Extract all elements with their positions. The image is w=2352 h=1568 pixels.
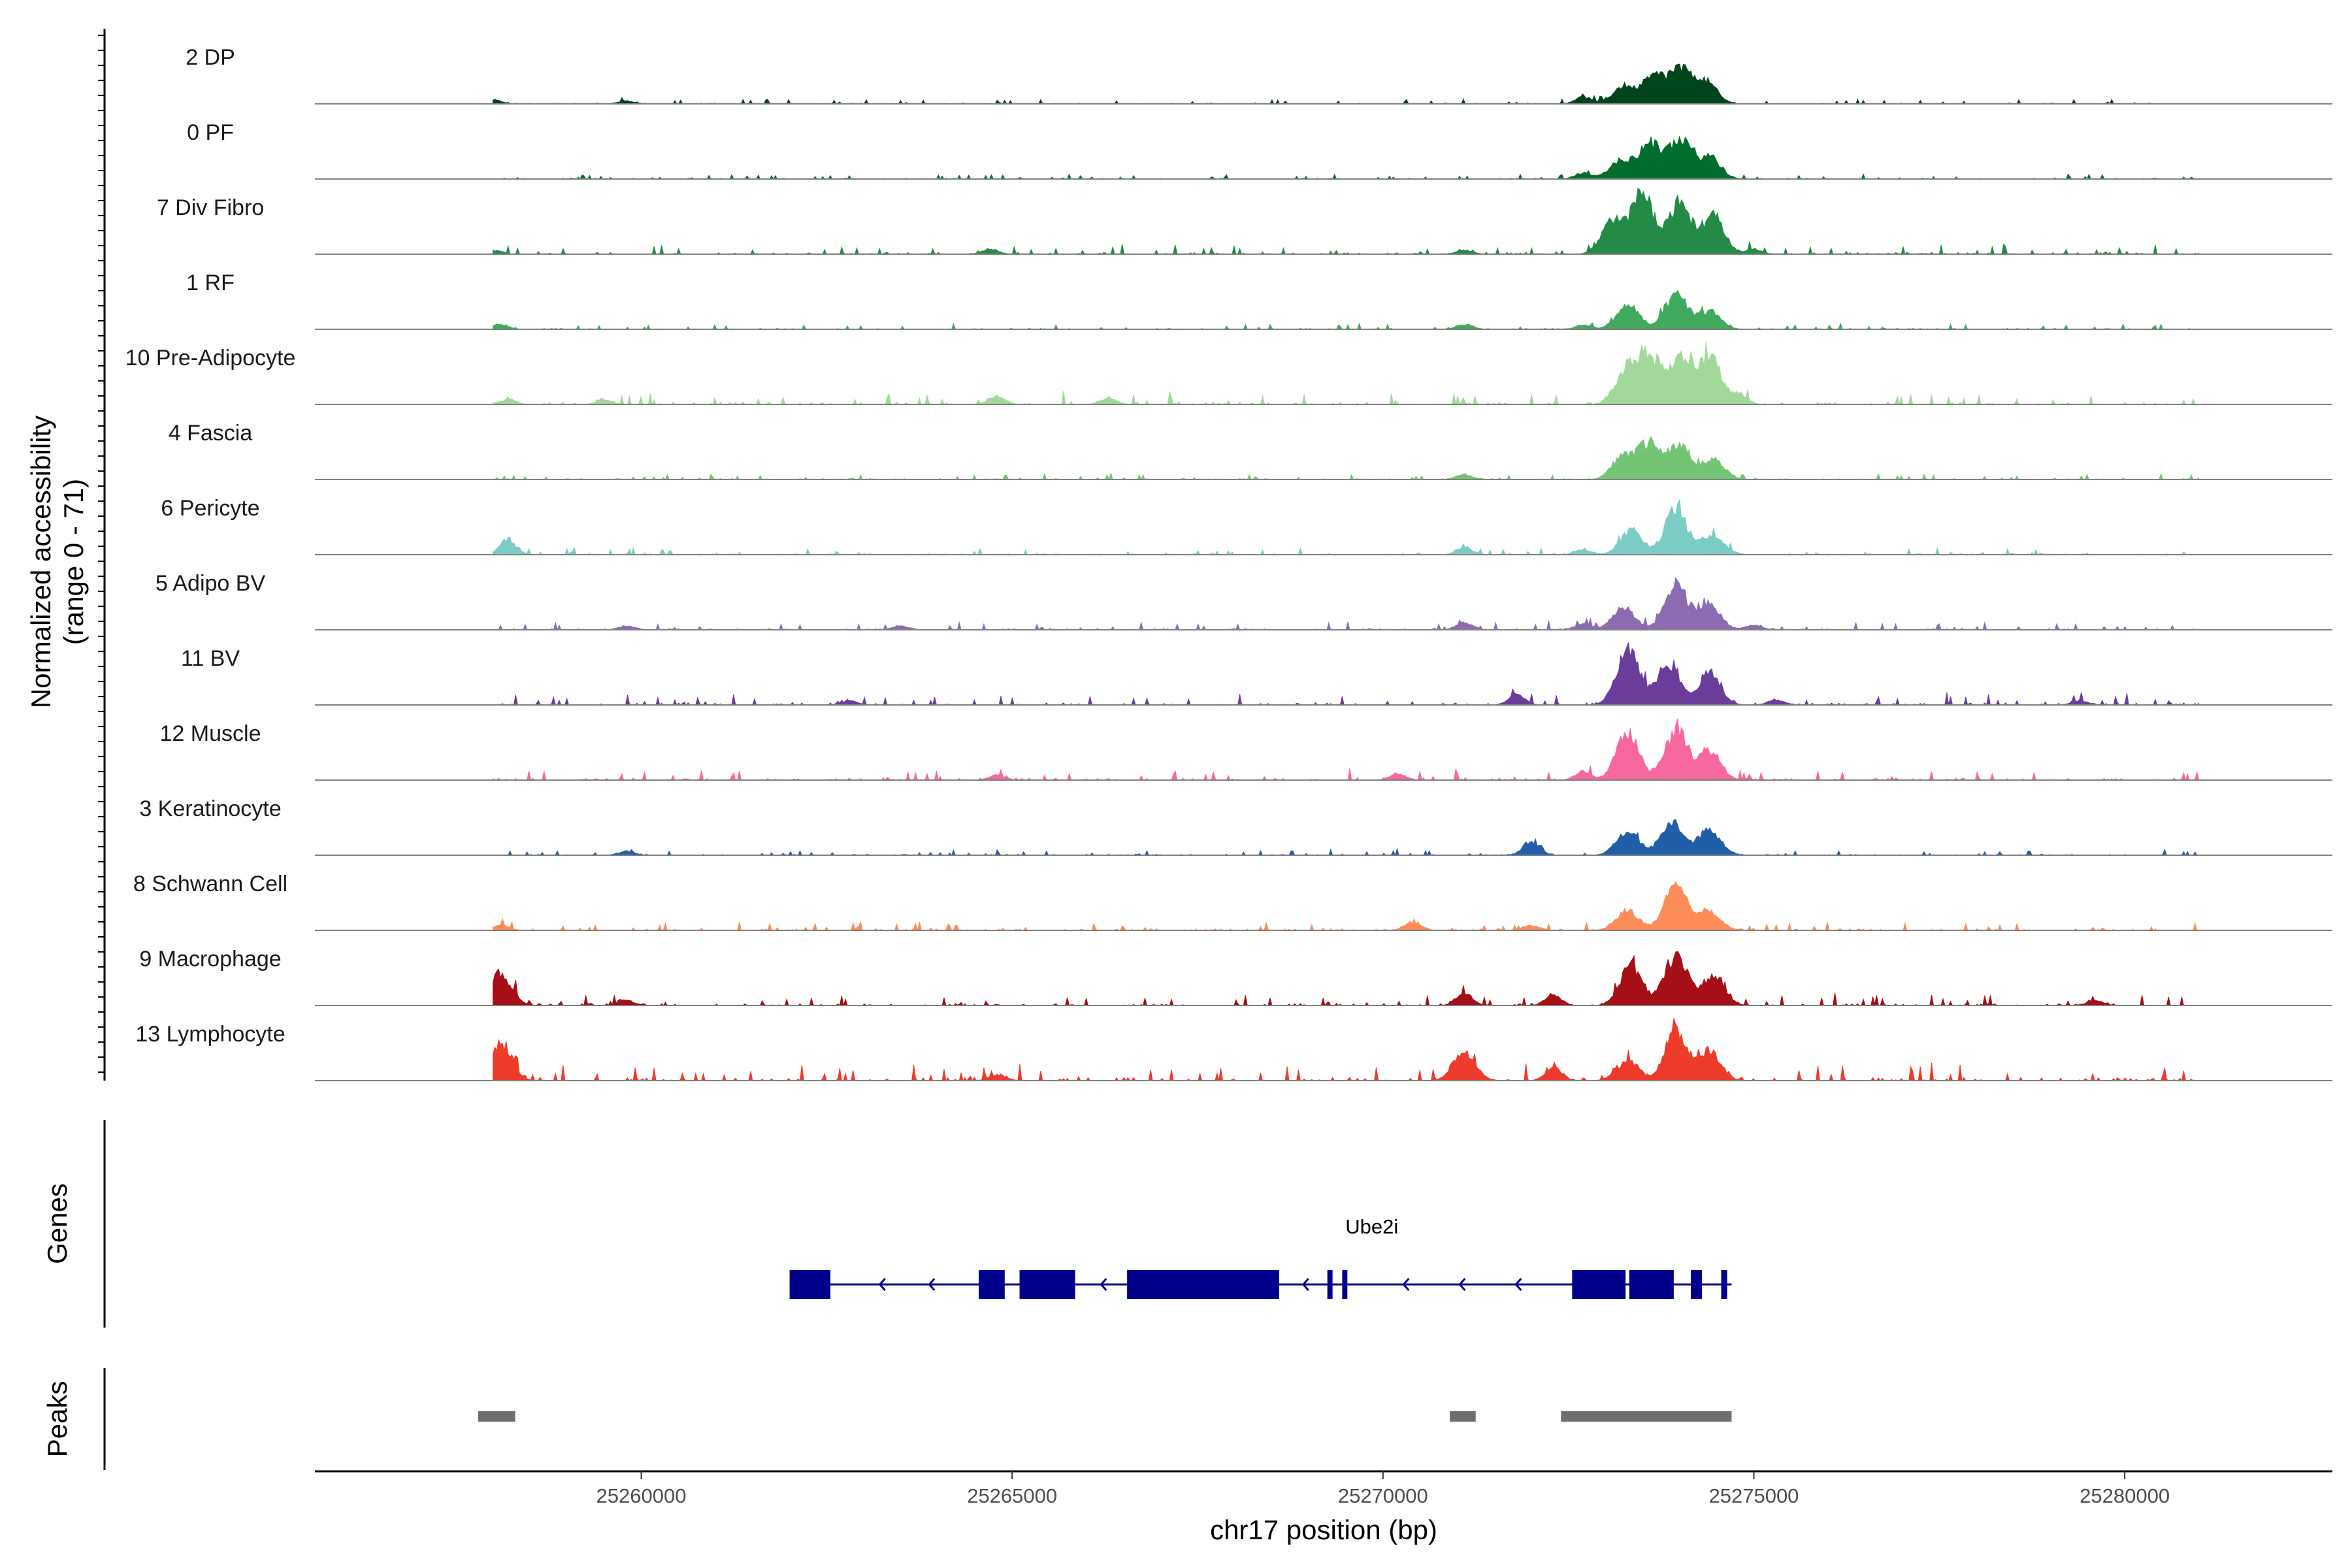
tracks-group: 2 DP 0 PF 7 Div Fibro 1 RF 10 Pre-Adipocyte 4… [125,45,2332,1082]
exon [1629,1270,1674,1299]
genes-track-title: Genes [42,1183,73,1264]
track-12-muscle: 12 Muscle [160,718,2332,781]
track-label: 11 BV [181,646,240,671]
track-label: 9 Macrophage [139,947,281,972]
x-tick-label: 25270000 [1338,1484,1428,1507]
coverage-area [493,819,2199,857]
exon [979,1270,1005,1299]
track-label: 10 Pre-Adipocyte [125,346,296,370]
x-tick-label: 25280000 [2080,1484,2170,1507]
strand-arrow [1514,1278,1522,1291]
coverage-area [493,436,2200,481]
peaks-track-title: Peaks [42,1381,73,1458]
exon [789,1270,831,1299]
peak-region [1450,1411,1476,1422]
strand-arrow [878,1278,886,1291]
track-13-lymphocyte: 13 Lymphocyte [135,1018,2332,1082]
track-11-bv: 11 BV [181,642,2332,706]
track-label: 7 Div Fibro [157,195,264,220]
coverage-area [493,135,2199,180]
strand-arrow [1402,1278,1410,1291]
coverage-y-axis-ticks [98,35,105,1073]
coverage-area [492,188,2200,255]
track-0-pf: 0 PF [187,120,2332,180]
track-label: 3 Keratinocyte [139,796,281,821]
exon [1342,1270,1348,1299]
track-3-keratinocyte: 3 Keratinocyte [139,796,2332,857]
track-6-pericyte: 6 Pericyte [161,496,2332,556]
track-1-rf: 1 RF [186,270,2332,330]
track-label: 8 Schwann Cell [133,872,287,896]
track-2-dp: 2 DP [186,45,2332,105]
track-label: 13 Lymphocyte [135,1022,285,1047]
strand-arrow [928,1278,936,1291]
strand-arrow [1301,1278,1309,1291]
x-tick-label: 25260000 [596,1484,687,1507]
track-label: 6 Pericyte [161,496,259,521]
coverage-area [492,498,2199,556]
y-axis-title-line2: (range 0 - 71) [58,479,89,645]
track-4-fascia: 4 Fascia [169,421,2332,481]
x-axis-title: chr17 position (bp) [1210,1514,1437,1545]
peak-region [1561,1411,1732,1422]
track-label: 2 DP [186,45,235,70]
exon [1019,1270,1075,1299]
exon [1127,1270,1279,1299]
exon [1721,1270,1727,1299]
strand-arrow [1100,1278,1107,1291]
track-5-adipo-bv: 5 Adipo BV [155,571,2332,631]
coverage-area [492,881,2199,931]
x-tick-label: 25275000 [1709,1484,1799,1507]
track-label: 5 Adipo BV [155,571,266,596]
exon [1690,1270,1702,1299]
y-axis-title-line1: Normalized accessibility [25,416,56,708]
gene-model [789,1270,1732,1299]
coverage-area [493,642,2200,706]
x-tick-label: 25265000 [967,1484,1057,1507]
track-label: 12 Muscle [160,721,261,746]
coverage-area [492,289,2199,330]
track-7-div-fibro: 7 Div Fibro [157,188,2332,255]
track-9-macrophage: 9 Macrophage [139,947,2332,1007]
track-label: 4 Fascia [169,421,253,446]
exon [1327,1270,1333,1299]
x-axis-ticks: 25260000 25265000 25270000 25275000 25280000 [596,1471,2170,1507]
coverage-area [492,1018,2199,1082]
exon [1572,1270,1626,1299]
coverage-area [492,63,2199,105]
peak-regions [478,1411,1732,1422]
strand-arrow [1458,1278,1466,1291]
track-label: 0 PF [187,120,234,145]
gene-label: Ube2i [1345,1215,1398,1238]
coverage-area [492,718,2200,781]
coverage-area [492,342,2199,406]
track-10-pre-adipocyte: 10 Pre-Adipocyte [125,342,2332,406]
track-label: 1 RF [186,270,235,295]
track-8-schwann-cell: 8 Schwann Cell [133,872,2332,931]
coverage-area [492,576,2199,631]
coverage-area [492,951,2199,1007]
peak-region [478,1411,515,1422]
